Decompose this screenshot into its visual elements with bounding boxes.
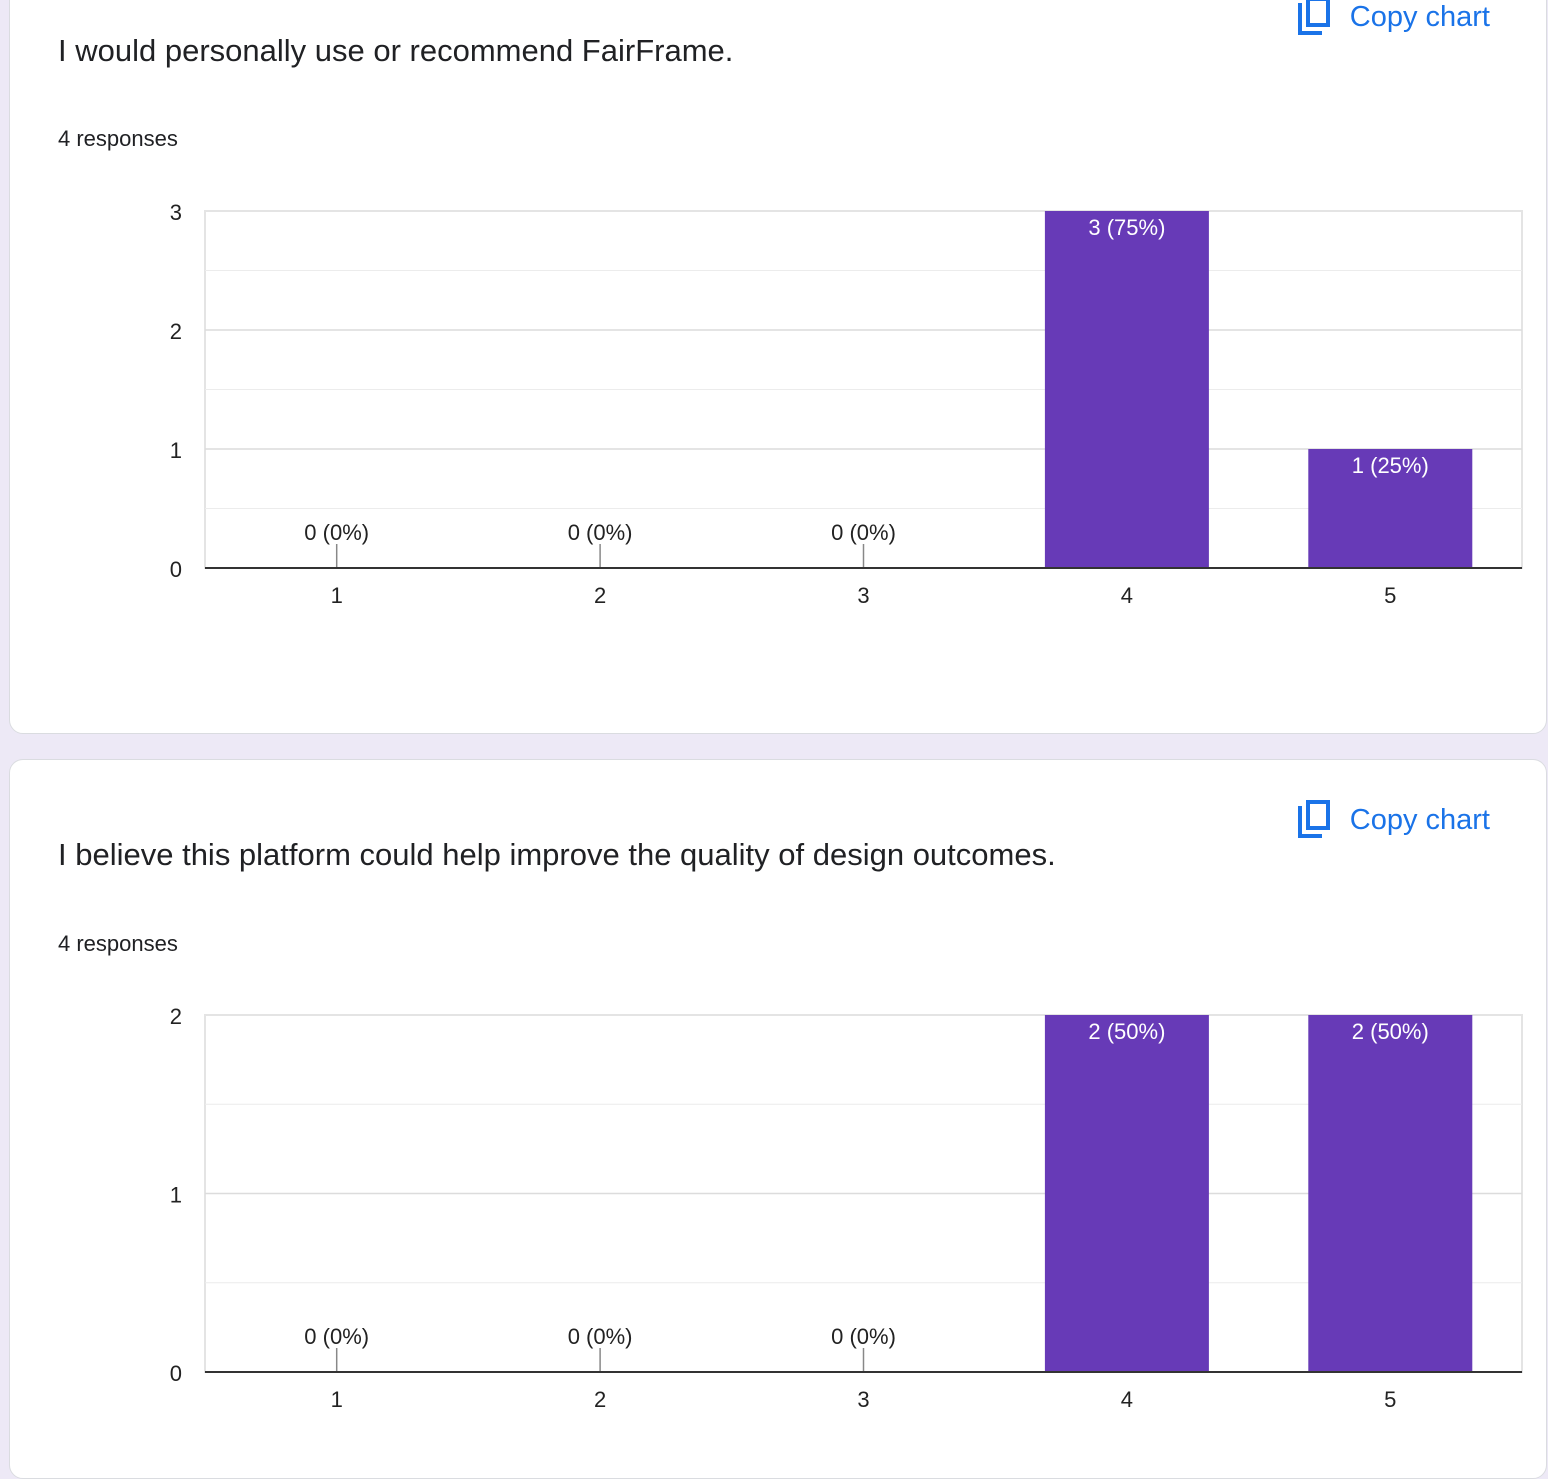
x-tick-label: 4 <box>1121 1387 1133 1412</box>
copy-chart-button[interactable]: Copy chart <box>1296 0 1490 40</box>
response-count: 4 responses <box>58 126 178 151</box>
x-tick-label: 5 <box>1384 583 1396 608</box>
bar-chart: 0 1 2 0 (0%) 1 0 (0%) 2 0 (0%) 3 2 (50%) 4 2 (50%) 5 <box>160 1004 1536 1435</box>
bar <box>1308 449 1473 568</box>
response-count: 4 responses <box>58 931 178 956</box>
copy-content-icon <box>1296 0 1330 37</box>
question-title: I would personally use or recommend Fair… <box>58 33 734 68</box>
copy-content-icon <box>1296 800 1330 840</box>
data-label: 2 (50%) <box>1352 1019 1429 1044</box>
y-tick-label: 0 <box>170 1361 182 1386</box>
y-tick-label: 1 <box>170 1183 182 1208</box>
x-tick-label: 2 <box>594 583 606 608</box>
bar-chart-svg: 0 1 2 3 0 (0%) 1 0 (0%) 2 0 (0%) 3 3 (75%) 4 1 (25%)… <box>170 200 1523 608</box>
bar <box>1308 1015 1473 1372</box>
data-label: 2 (50%) <box>1088 1019 1165 1044</box>
bar-chart: 0 1 2 3 0 (0%) 1 0 (0%) 2 0 (0%) 3 3 (75%) 4 1 (25%)… <box>160 200 1536 631</box>
x-tick-label: 1 <box>331 583 343 608</box>
copy-chart-label: Copy chart <box>1349 803 1490 836</box>
x-tick-label: 2 <box>594 1387 606 1412</box>
bar <box>1044 211 1209 568</box>
question-card: Copy chart I would personally use or rec… <box>9 0 1547 734</box>
data-label: 1 (25%) <box>1352 453 1429 478</box>
x-tick-label: 3 <box>857 1387 869 1412</box>
y-tick-label: 2 <box>170 1004 182 1029</box>
y-tick-label: 3 <box>170 200 182 225</box>
data-label: 0 (0%) <box>304 1324 369 1349</box>
x-tick-label: 1 <box>331 1387 343 1412</box>
x-tick-label: 4 <box>1121 583 1133 608</box>
copy-chart-button[interactable]: Copy chart <box>1296 797 1490 843</box>
x-tick-label: 5 <box>1384 1387 1396 1412</box>
data-label: 0 (0%) <box>568 1324 633 1349</box>
y-tick-label: 1 <box>170 438 182 463</box>
data-label: 0 (0%) <box>304 520 369 545</box>
data-label: 0 (0%) <box>568 520 633 545</box>
bar <box>1044 1015 1209 1372</box>
data-label: 3 (75%) <box>1088 215 1165 240</box>
copy-chart-label: Copy chart <box>1349 0 1490 33</box>
data-label: 0 (0%) <box>831 1324 896 1349</box>
data-label: 0 (0%) <box>831 520 896 545</box>
bar-chart-svg: 0 1 2 0 (0%) 1 0 (0%) 2 0 (0%) 3 2 (50%) 4 2 (50%) 5 <box>170 1004 1523 1412</box>
y-tick-label: 2 <box>170 319 182 344</box>
question-card: Copy chart I believe this platform could… <box>9 759 1547 1479</box>
x-tick-label: 3 <box>857 583 869 608</box>
y-tick-label: 0 <box>170 557 182 582</box>
question-title: I believe this platform could help impro… <box>58 837 1056 872</box>
